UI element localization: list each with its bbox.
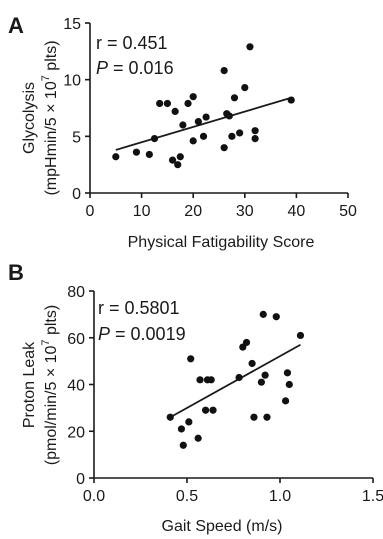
panel-a-data-point [287, 96, 295, 104]
panel-b-data-point [263, 413, 271, 421]
panel-a-data-point [236, 129, 244, 137]
panel-b-data-point [257, 378, 265, 386]
panel-a-data-point [194, 118, 202, 126]
panel-a-data-point [220, 67, 228, 75]
panel-a-data-point [202, 113, 210, 121]
panel-b-data-point [272, 313, 280, 321]
panel-a-data-point [228, 132, 236, 140]
panel-a-x-tick-label: 30 [236, 203, 254, 220]
panel-b-data-point [177, 425, 186, 433]
panel-b-x-axis-label: Gait Speed (m/s) [162, 518, 283, 535]
panel-a-data-point [150, 135, 159, 143]
panel-b-data-point [283, 369, 292, 377]
panel-a-data-point [199, 132, 208, 140]
panel-a-letter: A [8, 13, 24, 38]
panel-a-x-tick-label: 40 [288, 203, 306, 220]
panel-b-data-point [179, 441, 187, 449]
panel-b-data-point [259, 310, 267, 318]
panel-b-data-point [250, 413, 258, 421]
panel-a-data-point [230, 94, 239, 102]
panel-a-y-tick-label: 0 [72, 186, 81, 203]
panel-b-y-tick-label: 0 [76, 471, 85, 488]
panel-a-data-point [189, 93, 197, 101]
panel-a-x-tick-label: 10 [133, 203, 151, 220]
panel-b-data-point [296, 331, 305, 340]
panel-b-data-point [202, 406, 210, 414]
panel-b-data-point [187, 355, 195, 363]
panel-a-data-point [189, 137, 197, 145]
panel-b-letter: B [8, 260, 24, 285]
panel-b-data-point [248, 359, 256, 368]
panel-a-data-point [163, 99, 171, 108]
panel-a-data-point [132, 148, 141, 156]
panel-a-data-point [168, 156, 177, 164]
panel-a-data-point [225, 112, 233, 120]
panel-a-data-point [220, 144, 228, 152]
panel-b-x-tick-label: 0.5 [176, 488, 198, 505]
panel-b-data-point [235, 373, 243, 382]
svg-text:Glycolysis: Glycolysis [21, 82, 38, 154]
svg-text:(pmol/min/5 × 107 plts): (pmol/min/5 × 107 plts) [40, 305, 60, 465]
panel-b-axes [93, 291, 373, 479]
panel-a-x-tick-label: 50 [339, 203, 357, 220]
panel-a-p-value: P = 0.016 [96, 58, 174, 78]
panel-b-data-point [194, 434, 202, 442]
panel-b-x-tick-label: 1.0 [269, 488, 291, 505]
panel-a-y-tick-label: 10 [63, 73, 81, 90]
panel-a-y-tick-label: 5 [72, 129, 81, 146]
panel-b-y-tick-label: 80 [67, 284, 85, 301]
panel-a-data-point [171, 107, 179, 115]
panel-b-regression-line [169, 343, 301, 419]
panel-b-y-tick-label: 60 [67, 331, 85, 348]
panel-b-data-point [281, 397, 290, 405]
panel-a-x-axis-label: Physical Fatigability Score [128, 234, 315, 251]
panel-a-data-point [184, 99, 192, 108]
panel-a-data-point [251, 127, 259, 135]
panel-b-p-value: P = 0.0019 [98, 324, 186, 344]
panel-a-data-point [174, 161, 182, 169]
panel-b-data-point [185, 418, 193, 426]
panel-a-data-point [112, 153, 120, 161]
panel-a-x-tick-label: 0 [86, 203, 95, 220]
panel-a-data-point [179, 121, 187, 129]
panel-b-r-value: r = 0.5801 [98, 298, 180, 318]
panel-b-data-point [166, 413, 174, 421]
panel-b-data-point [209, 406, 217, 414]
panel-b-data-point [242, 338, 251, 347]
panel-b-data-point [285, 380, 293, 389]
panel-a-y-axis-label: Glycolysis (mpHmin/5 × 107 plts) [21, 40, 60, 195]
panel-a-data-point [145, 150, 153, 159]
panel-a: A r = 0.451 P = 0.016 Glycolysis (mpHmin… [8, 13, 357, 251]
panel-b-y-axis-label: Proton Leak (pmol/min/5 × 107 plts) [21, 305, 60, 465]
panel-a-data-point [176, 153, 184, 161]
panel-a-x-tick-label: 20 [184, 203, 202, 220]
panel-b-data-point [261, 371, 269, 379]
panel-a-y-tick-label: 15 [63, 16, 81, 33]
panel-a-data-point [251, 135, 259, 143]
panel-b-data-point [196, 376, 204, 384]
panel-a-regression-line [115, 96, 292, 151]
panel-b-x-tick-label: 1.5 [362, 488, 383, 505]
panel-b: B r = 0.5801 P = 0.0019 Proton Leak (pmo… [8, 260, 383, 535]
panel-a-data-point [156, 99, 164, 108]
panel-b-x-tick-label: 0.0 [83, 488, 105, 505]
panel-b-data-point [207, 376, 215, 384]
svg-text:(mpHmin/5 × 107 plts): (mpHmin/5 × 107 plts) [40, 40, 60, 195]
panel-a-data-point [241, 84, 249, 92]
panel-b-y-tick-label: 20 [67, 424, 85, 441]
panel-a-data-point [246, 43, 254, 51]
panel-b-y-tick-label: 40 [67, 378, 85, 395]
panel-a-r-value: r = 0.451 [96, 33, 168, 53]
svg-text:Proton Leak: Proton Leak [21, 341, 38, 428]
